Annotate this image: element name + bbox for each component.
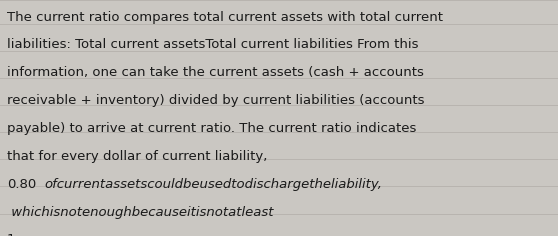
Text: 1: 1 bbox=[7, 233, 15, 236]
Text: information, one can take the current assets (cash + accounts: information, one can take the current as… bbox=[7, 66, 424, 79]
Text: receivable + inventory) divided by current liabilities (accounts: receivable + inventory) divided by curre… bbox=[7, 94, 424, 107]
Text: whichisnotenoughbecauseitisnotatleast: whichisnotenoughbecauseitisnotatleast bbox=[7, 206, 273, 219]
Text: The current ratio compares total current assets with total current: The current ratio compares total current… bbox=[7, 11, 442, 24]
Text: liabilities: Total current assetsTotal current liabilities From this: liabilities: Total current assetsTotal c… bbox=[7, 38, 418, 51]
Text: that for every dollar of current liability,: that for every dollar of current liabili… bbox=[7, 150, 267, 163]
Text: payable) to arrive at current ratio. The current ratio indicates: payable) to arrive at current ratio. The… bbox=[7, 122, 416, 135]
Text: 0.80: 0.80 bbox=[7, 178, 36, 191]
Text: ofcurrentassetscouldbeusedtodischargetheliability,: ofcurrentassetscouldbeusedtodischargethe… bbox=[45, 178, 382, 191]
